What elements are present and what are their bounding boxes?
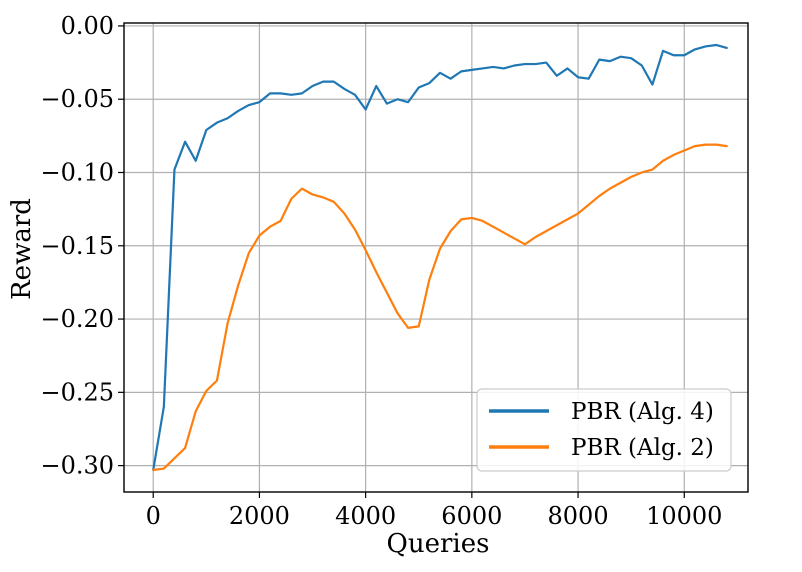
- x-tick-label: 10000: [646, 502, 722, 530]
- y-tick-label: −0.05: [40, 85, 114, 113]
- legend-label-alg4: PBR (Alg. 4): [571, 399, 714, 425]
- y-tick-label: −0.15: [40, 232, 114, 260]
- y-tick-label: −0.20: [40, 305, 114, 333]
- y-tick-label: −0.25: [40, 378, 114, 406]
- ticks: 0 2000 4000 6000 8000 10000 0.00 −0.05 −0.10 −0.1…: [40, 12, 722, 530]
- series-line-alg4: [152, 43, 728, 472]
- x-tick-label: 0: [146, 502, 161, 530]
- series-layer: [152, 43, 728, 472]
- y-axis-label: Reward: [7, 198, 37, 300]
- plot-frame: [123, 22, 749, 493]
- legend-label-alg2: PBR (Alg. 2): [571, 435, 714, 461]
- x-tick-label: 4000: [335, 502, 396, 530]
- y-tick-label: −0.30: [40, 452, 114, 480]
- y-tick-label: −0.10: [40, 158, 114, 186]
- x-axis-label: Queries: [387, 529, 490, 559]
- series-line-alg2: [152, 143, 728, 472]
- x-tick-label: 8000: [548, 502, 609, 530]
- x-tick-label: 6000: [441, 502, 502, 530]
- legend: PBR (Alg. 4) PBR (Alg. 2): [476, 388, 732, 472]
- x-tick-label: 2000: [229, 502, 290, 530]
- y-tick-label: 0.00: [61, 12, 114, 40]
